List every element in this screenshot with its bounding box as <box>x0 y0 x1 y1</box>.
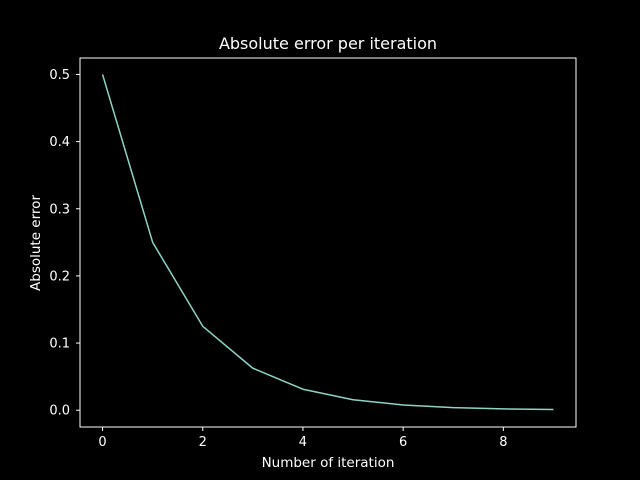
y-tick-label: 0.1 <box>49 337 70 352</box>
y-axis-label: Absolute error <box>28 195 44 291</box>
x-tick-label: 0 <box>98 435 106 450</box>
x-axis: 0 2 4 6 8 <box>98 427 507 450</box>
y-tick-label: 0.0 <box>49 404 70 419</box>
chart-title: Absolute error per iteration <box>219 34 437 53</box>
x-axis-label: Number of iteration <box>262 455 395 471</box>
y-tick-label: 0.4 <box>49 135 70 150</box>
x-tick-label: 2 <box>199 435 207 450</box>
x-tick-label: 6 <box>399 435 407 450</box>
x-tick-label: 8 <box>499 435 507 450</box>
axes-frame <box>79 57 577 428</box>
series-line <box>101 74 554 411</box>
y-axis: 0.0 0.1 0.2 0.3 0.4 0.5 <box>49 68 80 419</box>
y-tick-label: 0.5 <box>49 68 70 83</box>
plot-area <box>101 74 554 411</box>
y-tick-label: 0.3 <box>49 202 70 217</box>
y-tick-label: 0.2 <box>49 269 70 284</box>
x-tick-label: 4 <box>299 435 307 450</box>
